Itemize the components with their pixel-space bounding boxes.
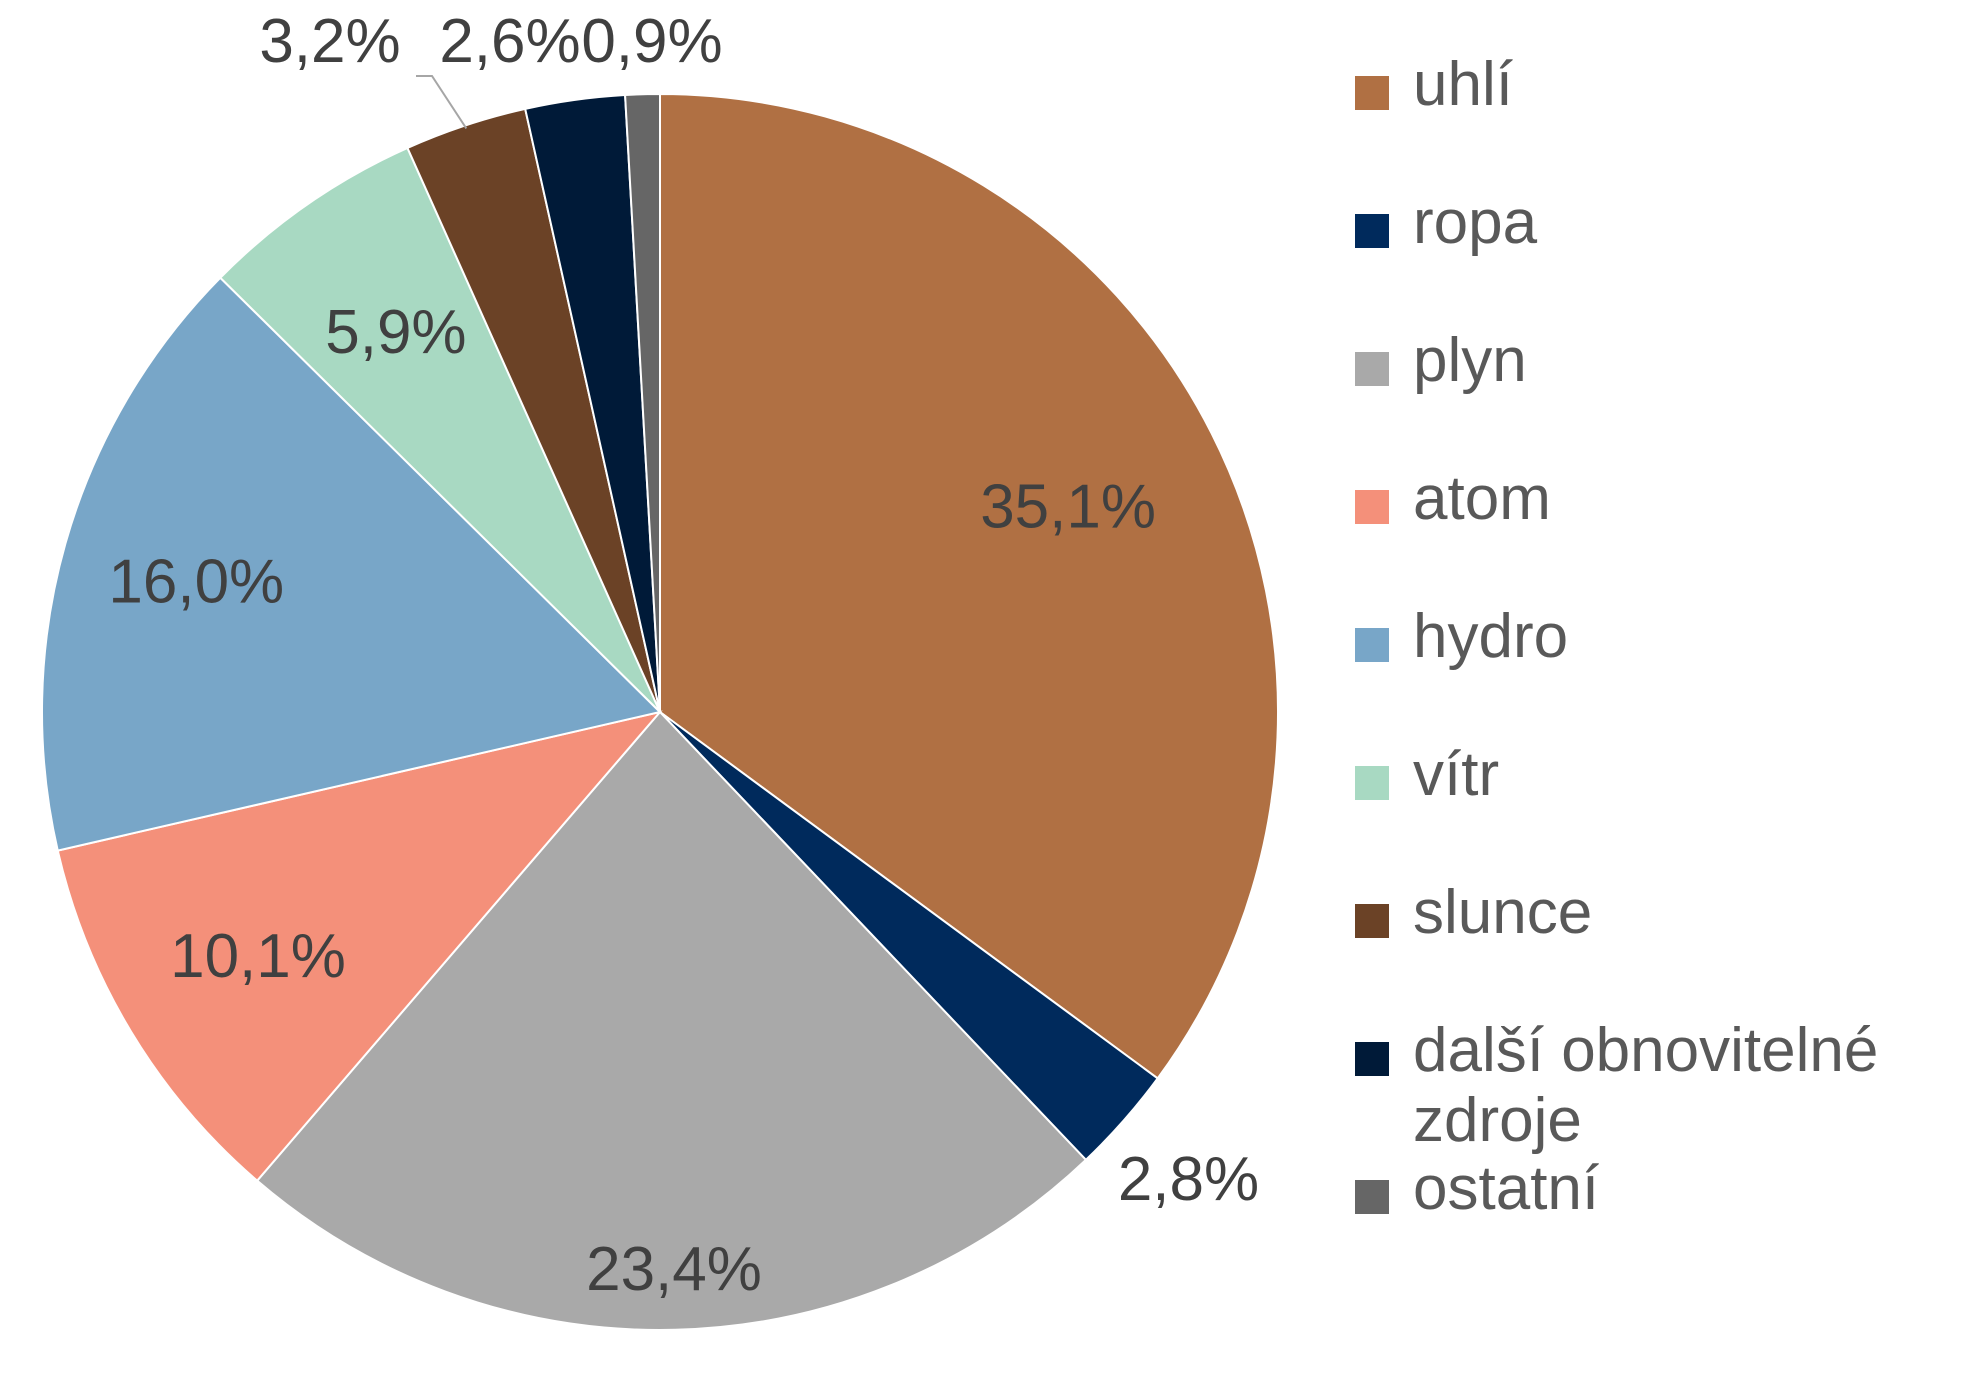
legend-label-ropa: ropa — [1413, 188, 1538, 257]
pie-slice-vitr — [218, 146, 661, 713]
data-label-ostatni: 0,9% — [581, 7, 722, 76]
data-label-plyn: 23,4% — [586, 1235, 762, 1304]
legend-label-atom: atom — [1413, 464, 1551, 533]
legend-swatch-dalsi-obnovitelne-zdroje — [1355, 1042, 1389, 1076]
legend-swatch-ropa — [1355, 214, 1389, 248]
legend-label-uhli: uhlí — [1413, 50, 1513, 119]
data-label-ropa: 2,8% — [1118, 1145, 1259, 1214]
legend-swatch-slunce — [1355, 904, 1389, 938]
legend-swatch-atom — [1355, 490, 1389, 524]
legend-swatch-plyn — [1355, 352, 1389, 386]
legend-label-plyn: plyn — [1413, 326, 1527, 395]
pie-slices — [41, 92, 1280, 1331]
data-label-dalsi-obnovitelne-zdroje: 2,6% — [439, 7, 580, 76]
legend-swatch-ostatni — [1355, 1180, 1389, 1214]
legend-swatch-uhli — [1355, 76, 1389, 110]
legend-label-dalsi-obnovitelne-zdroje: další obnovitelné zdroje — [1413, 1016, 1879, 1155]
legend-label-slunce: slunce — [1413, 878, 1593, 947]
legend-swatch-vitr — [1355, 766, 1389, 800]
legend-label-vitr: vítr — [1413, 740, 1500, 809]
data-label-slunce: 3,2% — [259, 7, 400, 76]
legend-label-ostatni: ostatní — [1413, 1154, 1600, 1223]
legend-swatch-hydro — [1355, 628, 1389, 662]
pie-slice-hydro — [41, 276, 662, 852]
pie-slice-uhli — [659, 92, 1280, 1080]
data-label-vitr: 5,9% — [325, 298, 466, 367]
leader-line-slunce — [416, 75, 468, 129]
data-label-uhli: 35,1% — [980, 473, 1156, 542]
legend-label-hydro: hydro — [1413, 602, 1569, 671]
data-label-atom: 10,1% — [170, 922, 346, 991]
leader-lines — [416, 75, 468, 129]
pie-slice-atom — [56, 710, 663, 1183]
data-label-hydro: 16,0% — [108, 547, 284, 616]
data-labels: 35,1% 2,8% 23,4% 10,1% 16,0% 5,9% 3,2% 2,6% 0,9% — [108, 7, 1259, 1304]
pie-slice-plyn — [255, 710, 1088, 1331]
pie-slice-ostatni — [624, 92, 661, 713]
